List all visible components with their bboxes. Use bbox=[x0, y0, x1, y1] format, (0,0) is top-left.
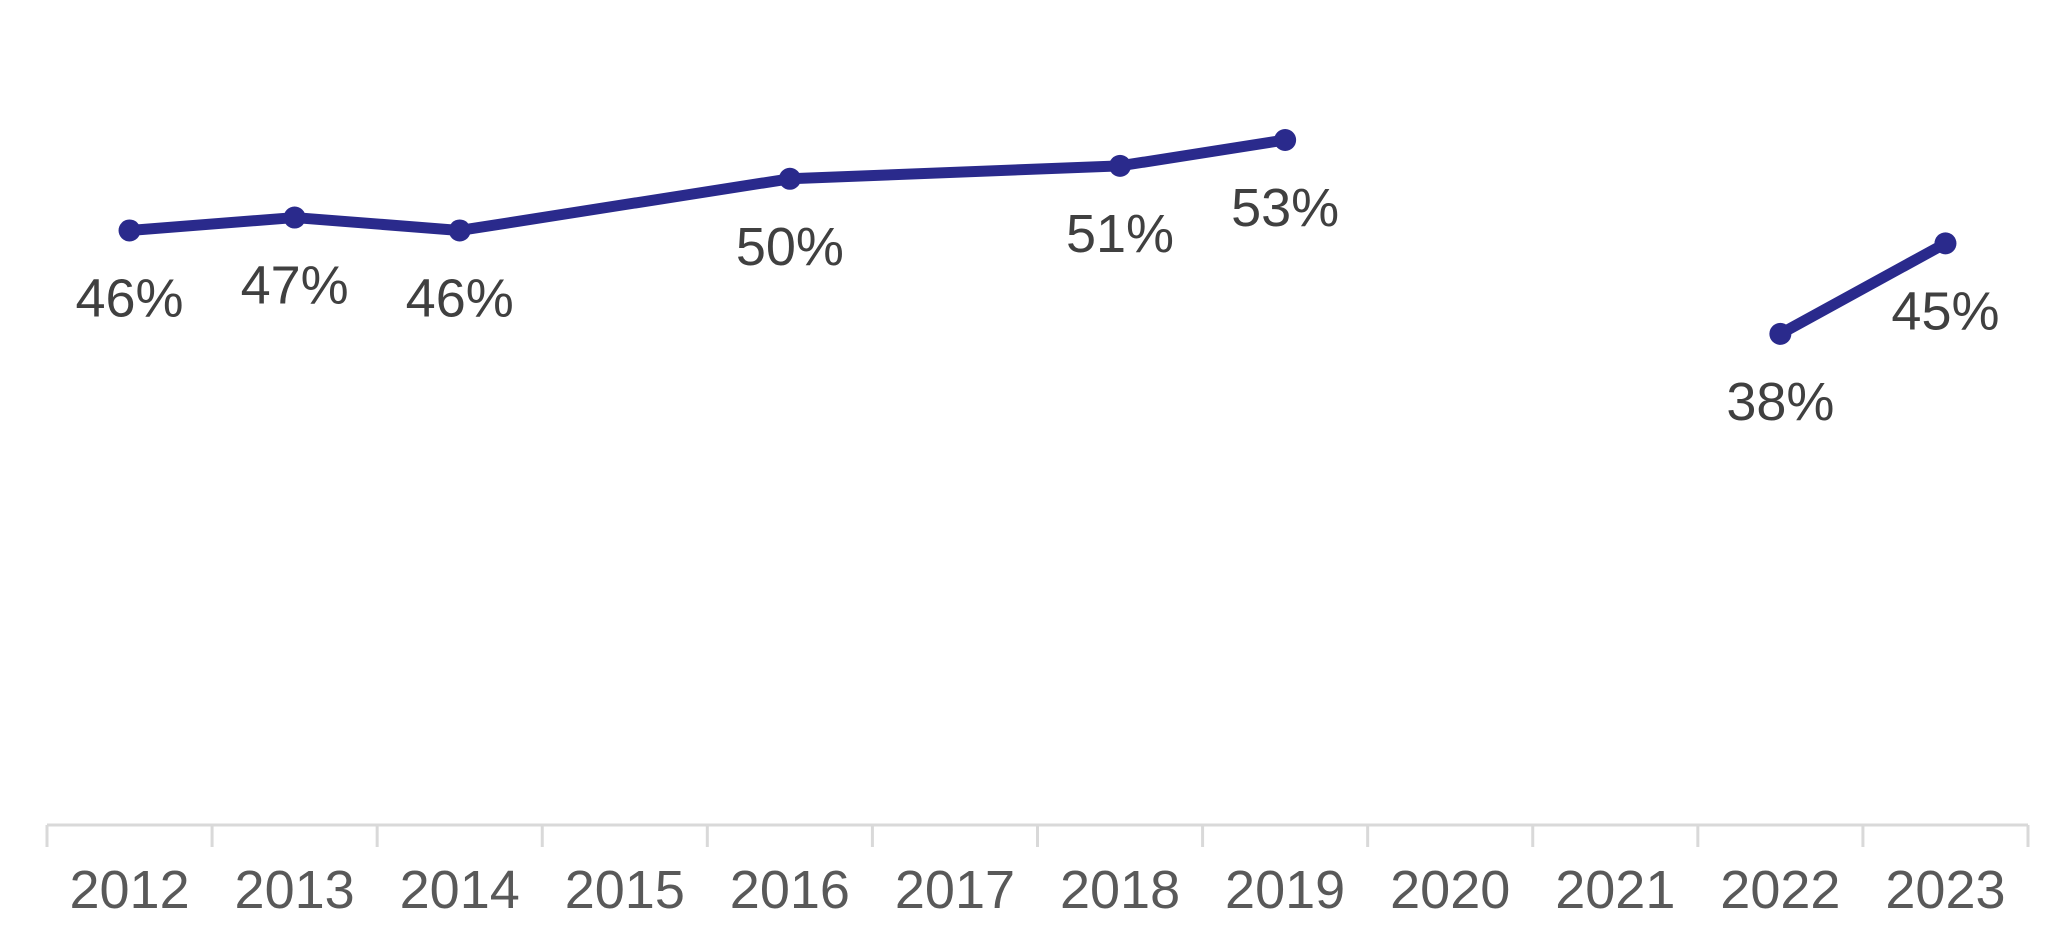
x-axis-label-2023: 2023 bbox=[1885, 860, 2005, 920]
data-point-marker-2016 bbox=[778, 167, 801, 190]
x-axis-label-2013: 2013 bbox=[235, 860, 355, 920]
x-axis-label-2012: 2012 bbox=[69, 860, 189, 920]
trend-line-segment-2012-2019 bbox=[124, 134, 1291, 236]
data-point-label-2012: 46% bbox=[75, 268, 183, 328]
data-point-marker-2014 bbox=[448, 219, 471, 242]
data-point-label-2022: 38% bbox=[1726, 372, 1834, 432]
x-axis-label-2022: 2022 bbox=[1720, 860, 1840, 920]
x-axis-label-2020: 2020 bbox=[1390, 860, 1510, 920]
data-point-marker-2019 bbox=[1274, 129, 1297, 152]
data-point-label-2019: 53% bbox=[1231, 178, 1339, 238]
data-point-label-2013: 47% bbox=[241, 256, 349, 316]
x-axis-label-2016: 2016 bbox=[730, 860, 850, 920]
data-point-marker-2022 bbox=[1769, 322, 1792, 345]
x-axis-label-2017: 2017 bbox=[895, 860, 1015, 920]
data-point-marker-2012 bbox=[118, 219, 141, 242]
trend-line-segment-2022-2023 bbox=[1774, 237, 1951, 340]
data-point-marker-2013 bbox=[283, 206, 306, 229]
x-axis-label-2019: 2019 bbox=[1225, 860, 1345, 920]
x-axis-label-2014: 2014 bbox=[400, 860, 520, 920]
data-point-label-2016: 50% bbox=[736, 217, 844, 277]
x-axis-label-2018: 2018 bbox=[1060, 860, 1180, 920]
data-point-label-2023: 45% bbox=[1891, 281, 1999, 341]
data-point-marker-2018 bbox=[1109, 154, 1132, 177]
data-point-marker-2023 bbox=[1934, 232, 1957, 255]
x-axis-label-2015: 2015 bbox=[565, 860, 685, 920]
x-axis-label-2021: 2021 bbox=[1555, 860, 1675, 920]
data-point-label-2018: 51% bbox=[1066, 204, 1174, 264]
data-point-label-2014: 46% bbox=[406, 268, 514, 328]
